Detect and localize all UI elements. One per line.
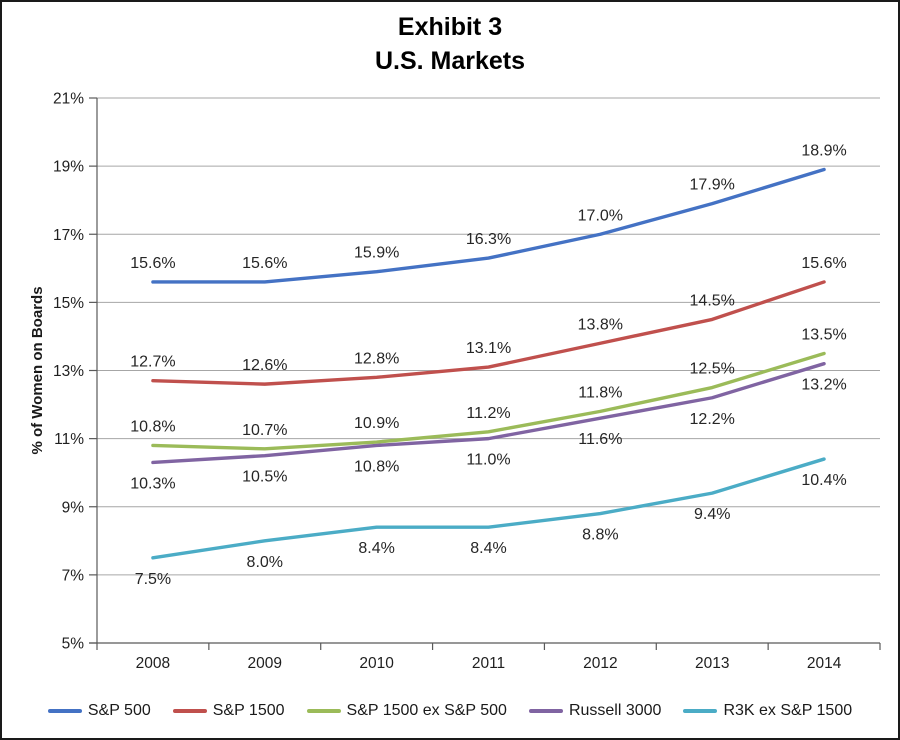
y-tick-label: 9% xyxy=(62,499,85,516)
legend-line-swatch xyxy=(306,709,341,713)
series-line-s-p-500 xyxy=(151,167,826,284)
y-tick-label: 21% xyxy=(53,91,84,108)
data-label: 10.8% xyxy=(130,418,175,435)
data-label: 8.0% xyxy=(247,554,283,571)
legend-label: Russell 3000 xyxy=(568,702,662,719)
x-tick-label: 2009 xyxy=(248,655,282,672)
data-label: 11.6% xyxy=(578,431,622,448)
legend-line-swatch xyxy=(528,709,563,713)
data-label: 11.8% xyxy=(578,384,622,401)
data-label: 10.5% xyxy=(242,469,287,486)
legend-item-s-p-1500-ex-s-p-500: S&P 1500 ex S&P 500 xyxy=(306,702,507,720)
legend-line-swatch xyxy=(47,709,82,713)
data-label: 8.4% xyxy=(358,540,394,557)
x-tick-label: 2013 xyxy=(695,655,729,672)
data-label: 15.6% xyxy=(801,255,846,272)
data-label: 10.9% xyxy=(354,415,399,432)
y-tick-label: 11% xyxy=(54,431,84,448)
data-label: 17.0% xyxy=(578,207,623,224)
data-label: 18.9% xyxy=(801,143,846,160)
legend-line-swatch xyxy=(172,709,207,713)
legend-item-s-p-500: S&P 500 xyxy=(47,702,151,720)
legend-label: R3K ex S&P 1500 xyxy=(723,702,853,719)
data-label: 12.2% xyxy=(690,411,735,428)
data-label: 13.2% xyxy=(801,377,846,394)
x-tick-label: 2008 xyxy=(136,655,170,672)
data-label: 11.0% xyxy=(466,452,510,469)
chart-title-line1: Exhibit 3 xyxy=(397,13,503,41)
legend-label: S&P 1500 ex S&P 500 xyxy=(346,702,507,719)
data-label: 16.3% xyxy=(466,231,511,248)
series-line-russell-3000 xyxy=(151,361,826,465)
legend-label: S&P 500 xyxy=(87,702,151,719)
series-line-s-p-1500-ex-s-p-500 xyxy=(151,351,826,451)
data-label: 12.5% xyxy=(690,361,735,378)
x-tick-label: 2014 xyxy=(807,655,842,672)
chart-title: Exhibit 3 U.S. Markets xyxy=(2,10,898,78)
data-label: 8.8% xyxy=(582,527,618,544)
legend-label: S&P 1500 xyxy=(212,702,285,719)
y-tick-label: 17% xyxy=(53,227,84,244)
series-line-r3k-ex-s-p-1500 xyxy=(151,457,826,560)
data-label: 10.7% xyxy=(242,422,287,439)
y-tick-label: 5% xyxy=(62,636,85,653)
data-label: 13.5% xyxy=(801,326,846,343)
series-line-s-p-1500 xyxy=(151,280,826,386)
data-label: 15.6% xyxy=(130,255,175,272)
data-label: 13.8% xyxy=(578,316,623,333)
chart-legend: S&P 500 S&P 1500 S&P 1500 ex S&P 500 Russel… xyxy=(2,702,898,720)
y-tick-label: 15% xyxy=(53,295,84,312)
data-label: 13.1% xyxy=(466,340,511,357)
y-axis-title: % of Women on Boards xyxy=(29,286,46,454)
y-tick-label: 13% xyxy=(53,363,84,380)
x-tick-label: 2011 xyxy=(472,655,505,672)
data-label: 11.2% xyxy=(466,405,510,422)
data-label: 15.9% xyxy=(354,245,399,262)
legend-line-swatch xyxy=(683,709,718,713)
legend-item-r3k-ex-s-p-1500: R3K ex S&P 1500 xyxy=(683,702,852,720)
data-label: 17.9% xyxy=(690,177,735,194)
chart-title-line2: U.S. Markets xyxy=(374,47,526,75)
data-label: 10.4% xyxy=(801,472,846,489)
data-label: 12.6% xyxy=(242,357,287,374)
y-tick-label: 19% xyxy=(53,159,84,176)
x-tick-label: 2010 xyxy=(359,655,394,672)
data-label: 8.4% xyxy=(470,540,506,557)
data-label: 12.8% xyxy=(354,350,399,367)
data-label: 10.8% xyxy=(354,458,399,475)
y-tick-label: 7% xyxy=(62,567,85,584)
data-label: 9.4% xyxy=(694,506,730,523)
legend-item-russell-3000: Russell 3000 xyxy=(528,702,662,720)
data-label: 7.5% xyxy=(135,571,171,588)
legend-item-s-p-1500: S&P 1500 xyxy=(172,702,285,720)
data-label: 12.7% xyxy=(130,354,175,371)
data-label: 14.5% xyxy=(690,292,735,309)
data-label: 10.3% xyxy=(130,475,175,492)
x-tick-label: 2012 xyxy=(583,655,617,672)
data-label: 15.6% xyxy=(242,255,287,272)
